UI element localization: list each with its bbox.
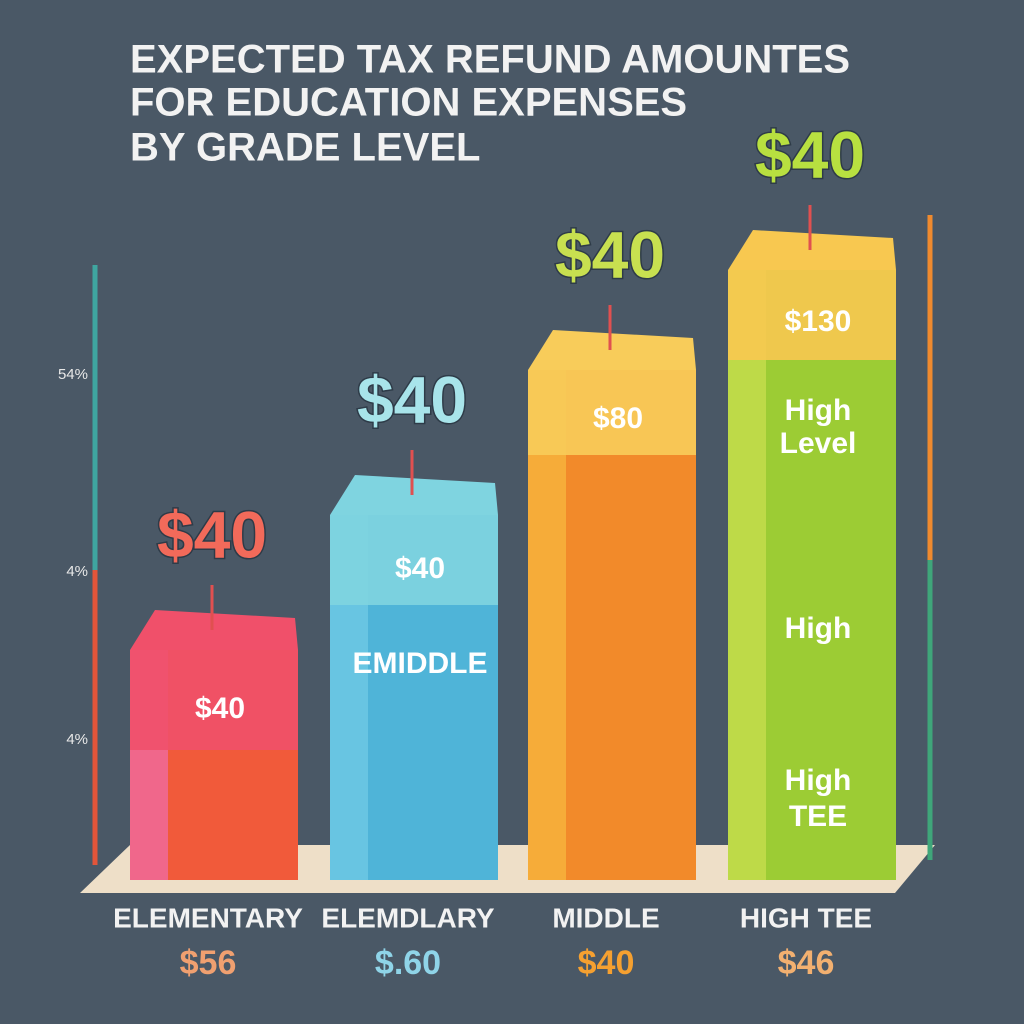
top-label: $40 [157, 497, 267, 571]
title-line: BY GRADE LEVEL [130, 126, 480, 170]
top-label: $40 [357, 362, 467, 436]
bar-inner-label: High [785, 764, 852, 797]
bar-inner-label: EMIDDLE [353, 647, 488, 680]
amount-label: $56 [180, 944, 237, 982]
bar-upper [130, 650, 298, 750]
bar-inner-label: TEE [789, 800, 847, 833]
bar-upper [528, 370, 696, 455]
bar-top [330, 475, 498, 515]
title-line: EXPECTED TAX REFUND AMOUNTES [130, 38, 850, 82]
bar-inner-label: High [785, 394, 852, 427]
title-line: FOR EDUCATION EXPENSES [130, 81, 687, 125]
axis-label: 4% [66, 563, 88, 580]
bar-upper [330, 515, 498, 605]
axis-label: 54% [58, 366, 88, 383]
bar-inner-label: $130 [785, 305, 852, 338]
axis-label: 4% [66, 731, 88, 748]
bar-inner-label: High [785, 612, 852, 645]
top-label: $40 [755, 117, 865, 191]
bar-top [728, 230, 896, 270]
amount-label: $46 [778, 944, 835, 982]
category-label: MIDDLE [552, 902, 659, 933]
bar-upper [728, 270, 896, 360]
bar-inner-label: $40 [395, 552, 445, 585]
category-label: ELEMDLARY [321, 902, 495, 933]
bar-inner-label: $40 [195, 692, 245, 725]
category-label: ELEMENTARY [113, 902, 303, 933]
category-label: HIGH TEE [740, 902, 872, 933]
bar-inner-label: Level [780, 427, 857, 460]
amount-label: $40 [578, 944, 635, 982]
amount-label: $.60 [375, 944, 441, 982]
bar-left-face [728, 270, 766, 880]
bar-inner-label: $80 [593, 402, 643, 435]
bar-top [130, 610, 298, 650]
bar-top [528, 330, 696, 370]
top-label: $40 [555, 217, 665, 291]
